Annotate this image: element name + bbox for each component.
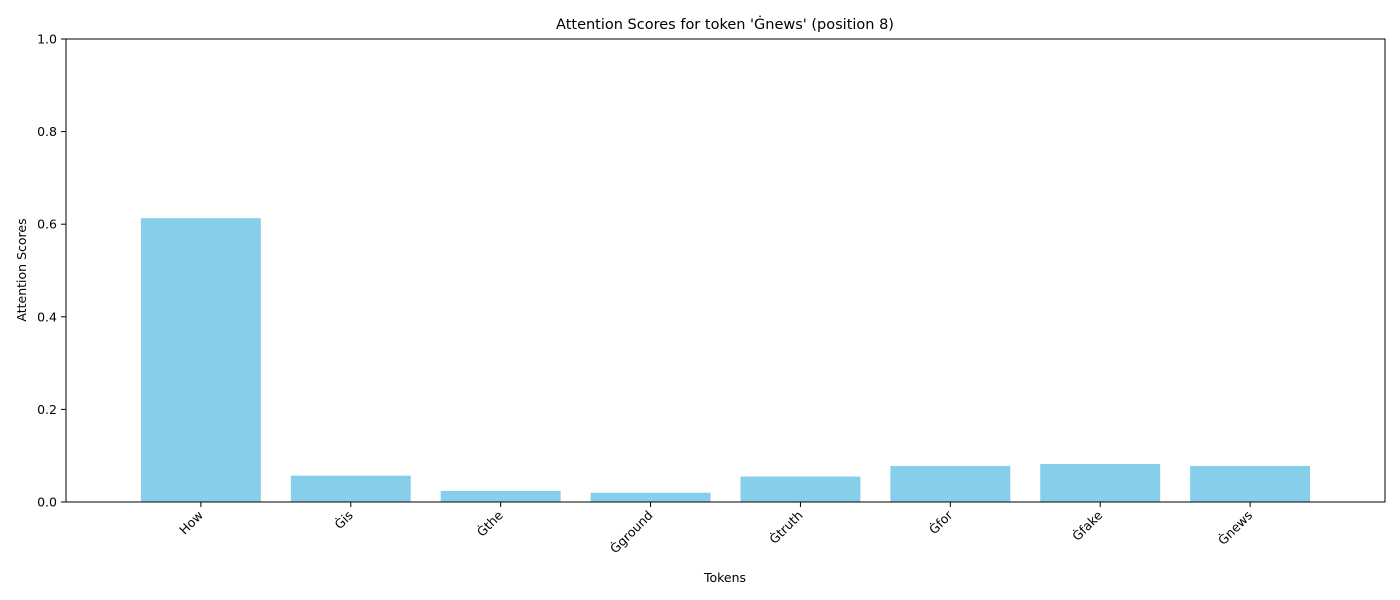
x-tick-label-2: Ġthe (473, 507, 506, 540)
y-tick-label-4: 0.8 (37, 124, 57, 139)
y-tick-label-2: 0.4 (37, 309, 57, 324)
bar-0 (140, 218, 261, 502)
x-tick-label-4: Ġtruth (766, 507, 806, 547)
bar-4 (740, 476, 861, 502)
x-tick-label-6: Ġfake (1068, 507, 1105, 544)
x-axis-label: Tokens (703, 570, 746, 585)
bar-1 (290, 475, 411, 502)
y-tick-label-1: 0.2 (37, 402, 57, 417)
x-tick-label-1: Ġis (331, 507, 356, 532)
y-tick-label-5: 1.0 (37, 32, 57, 47)
y-axis: 0.0 0.2 0.4 0.6 0.8 1.0 (37, 32, 66, 510)
x-axis: How Ġis Ġthe Ġground Ġtruth Ġfor Ġfake Ġnews (176, 502, 1255, 556)
bar-6 (1040, 464, 1161, 502)
bar-3 (590, 492, 711, 502)
y-axis-label: Attention Scores (14, 218, 29, 321)
x-tick-label-7: Ġnews (1214, 507, 1255, 548)
y-tick-label-3: 0.6 (37, 217, 57, 232)
x-tick-label-5: Ġfor (925, 506, 956, 537)
x-tick-label-0: How (176, 508, 206, 538)
bar-7 (1190, 465, 1311, 502)
bar-5 (890, 465, 1011, 502)
chart-title: Attention Scores for token 'Ġnews' (posi… (556, 15, 894, 33)
bars-group (140, 218, 1311, 502)
y-tick-label-0: 0.0 (37, 495, 57, 510)
bar-2 (440, 490, 561, 502)
plot-frame (65, 38, 1386, 503)
x-tick-label-3: Ġground (606, 507, 655, 556)
